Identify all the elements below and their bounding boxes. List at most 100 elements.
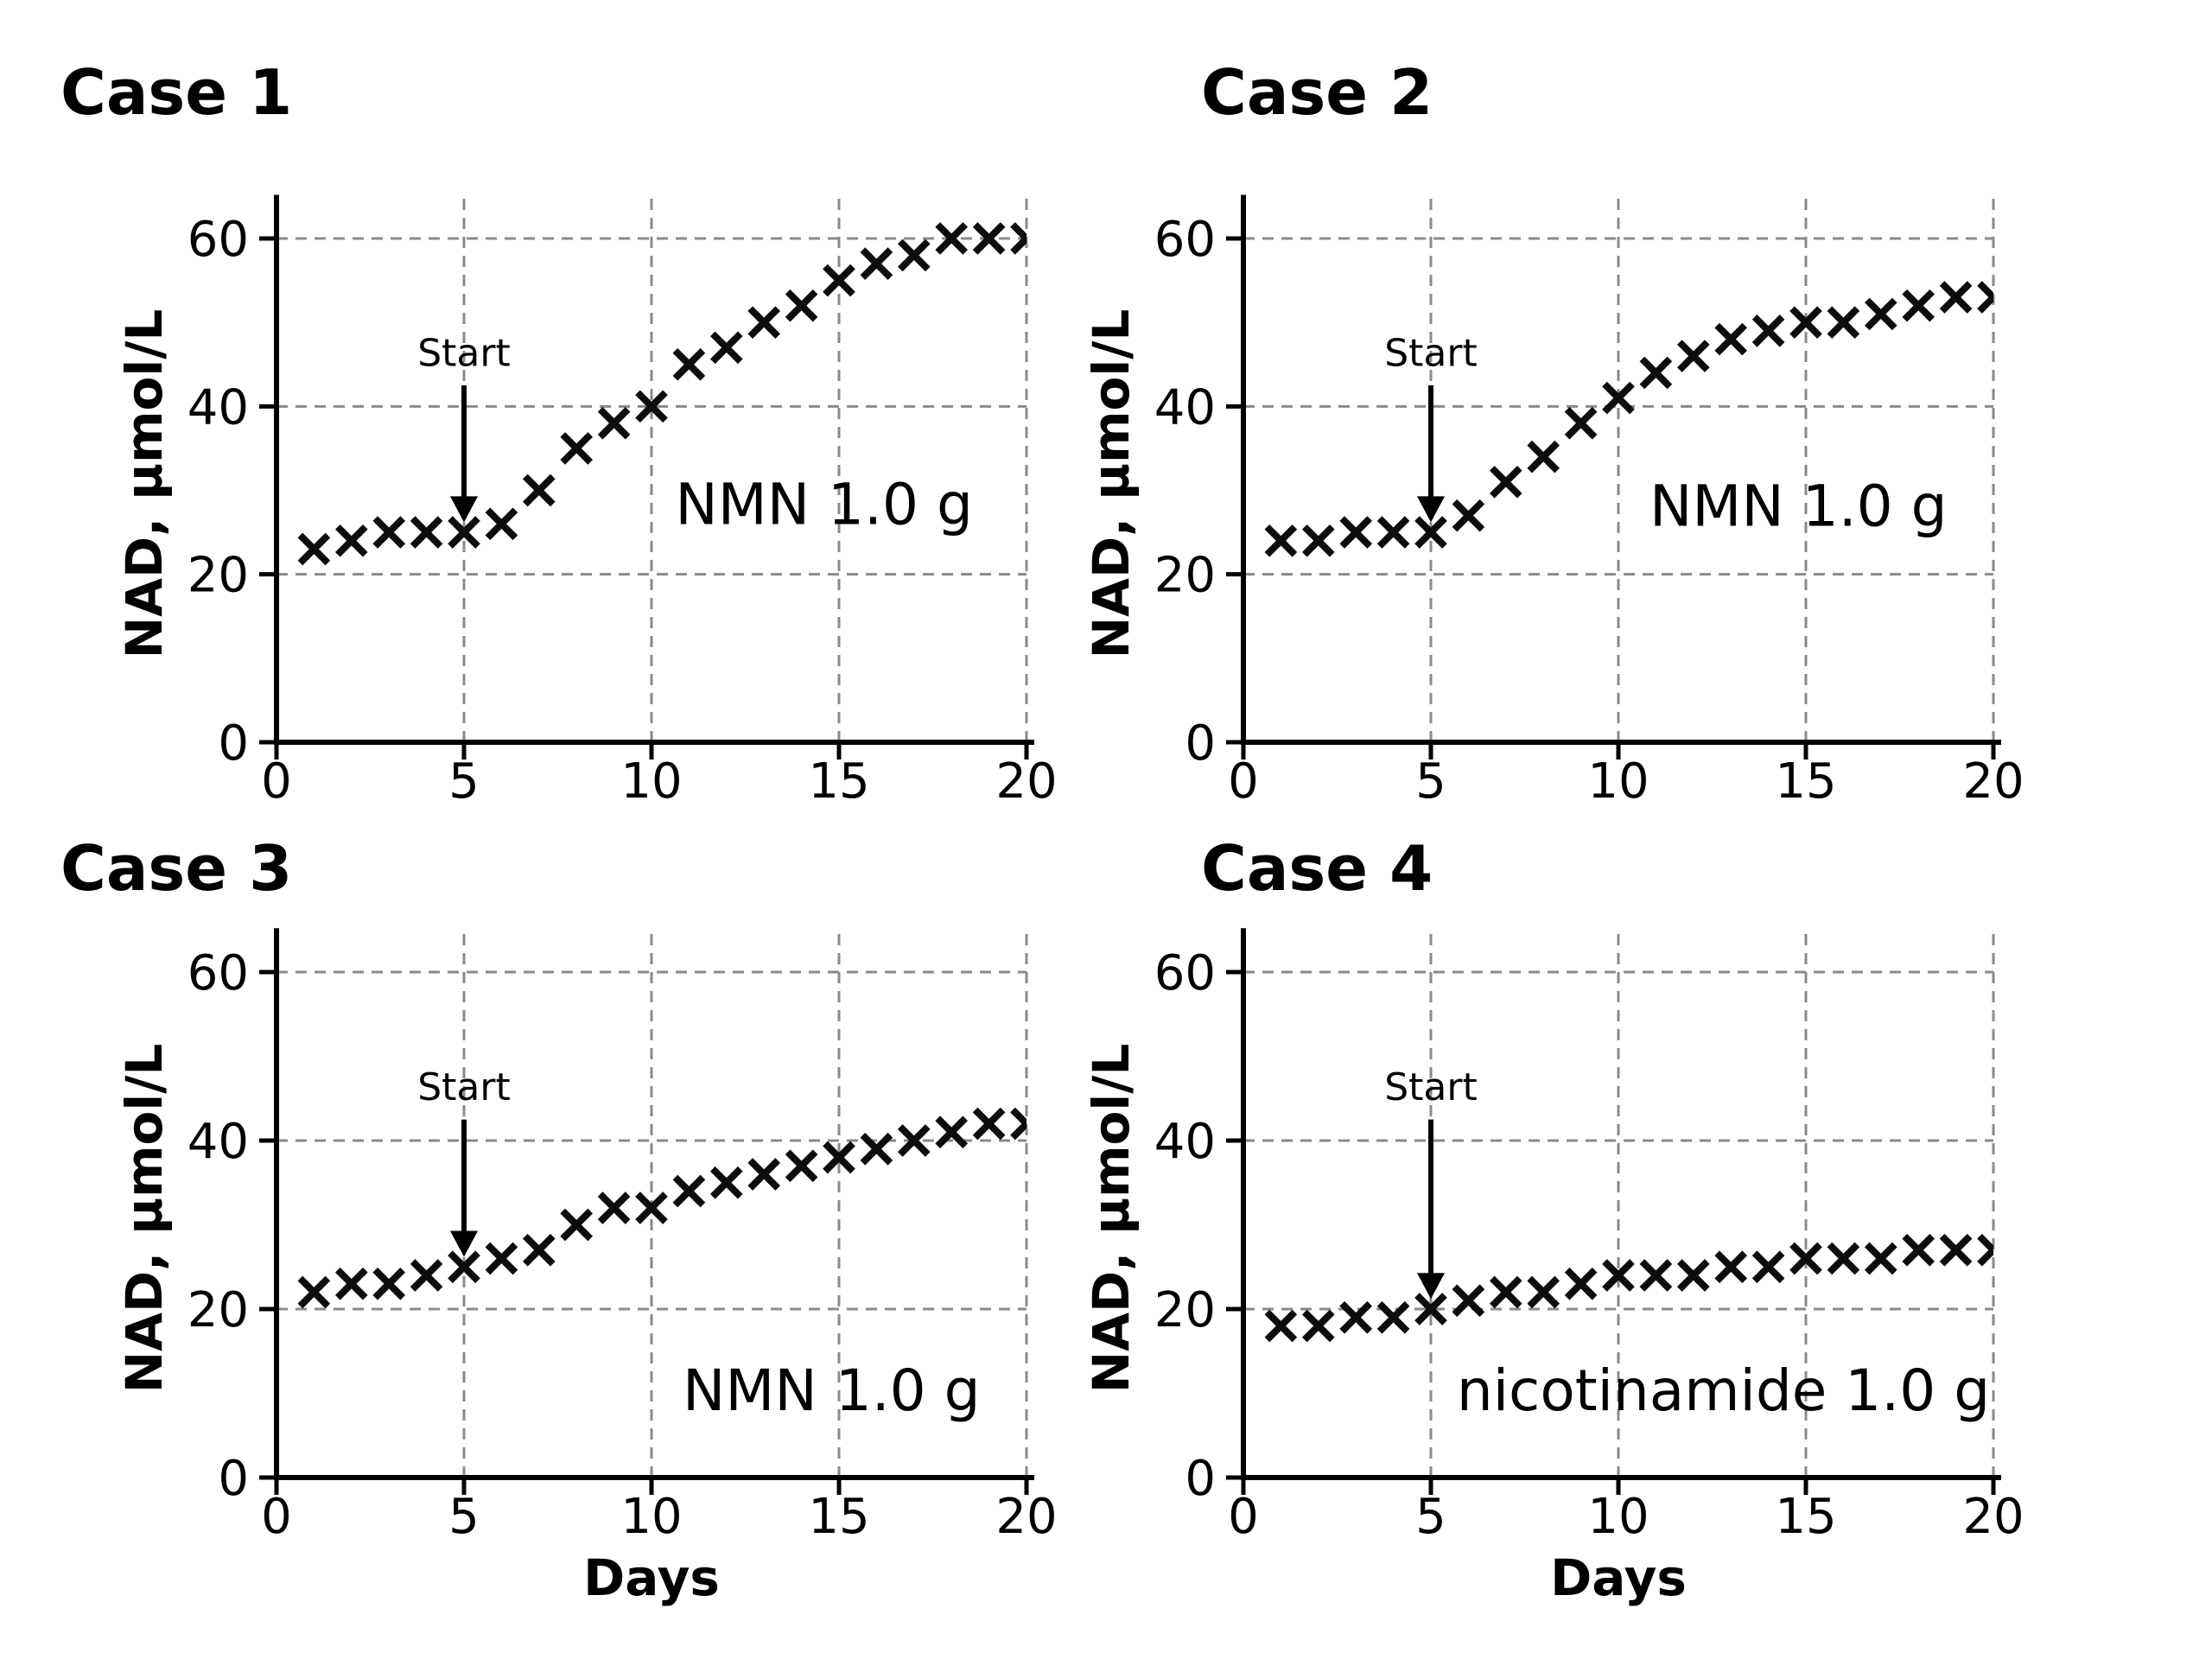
y-tick-label: 40: [188, 1114, 249, 1170]
x-tick-label: 15: [808, 753, 869, 810]
x-tick-label: 20: [995, 1489, 1057, 1545]
marker-x-day-6: [485, 1242, 518, 1275]
axes-spines: [1241, 194, 2001, 745]
gridlines: [276, 194, 1028, 742]
x-tick-label: 0: [1228, 1489, 1259, 1545]
start-arrow-head: [1417, 1273, 1445, 1300]
marker-x-day-12: [1676, 340, 1710, 372]
start-arrow-head: [1417, 496, 1445, 523]
ticks: 0 5 10 15 20 0 20 40 60: [1154, 945, 2024, 1545]
marker-x-day-9: [1564, 406, 1598, 440]
marker-x-day-10: [635, 390, 668, 423]
x-tick-label: 0: [261, 753, 292, 810]
marker-x-day-14: [785, 1149, 818, 1183]
marker-x-day-15: [1789, 306, 1822, 339]
marker-x-day-13: [747, 306, 781, 339]
marker-x-day-20: [1010, 222, 1027, 255]
marker-x-day-11: [1639, 1259, 1673, 1292]
x-tick-label: 5: [1415, 753, 1446, 810]
marker-x-day-1: [1264, 524, 1298, 557]
start-annotation: Start: [1384, 1065, 1478, 1300]
marker-x-day-6: [1452, 499, 1485, 532]
marker-x-day-13: [747, 1158, 781, 1191]
marker-x-day-12: [709, 1166, 743, 1199]
x-tick-label: 15: [1775, 753, 1836, 810]
marker-x-day-8: [560, 1208, 594, 1242]
marker-x-day-18: [1902, 289, 1936, 322]
marker-x-day-20: [1977, 281, 1993, 314]
start-label: Start: [417, 1065, 511, 1109]
marker-x-day-8: [1527, 440, 1560, 474]
marker-x-day-11: [672, 1174, 706, 1208]
marker-x-day-14: [785, 289, 818, 322]
dose-annotation: NMN 1.0 g: [1649, 473, 1948, 539]
marker-x-day-4: [1376, 1300, 1410, 1334]
marker-x-day-17: [1864, 1242, 1897, 1275]
start-annotation: Start: [417, 1065, 511, 1257]
marker-x-day-20: [1010, 1107, 1027, 1141]
marker-x-day-2: [1301, 1309, 1335, 1343]
y-axis-label: NAD, µmol/L: [115, 1044, 174, 1394]
marker-x-day-9: [597, 1192, 631, 1224]
marker-x-day-12: [709, 331, 743, 365]
y-axis-label: NAD, µmol/L: [1082, 309, 1141, 659]
ticks: 0 5 10 15 20 0 20 40 60: [188, 212, 1058, 810]
start-arrow-head: [450, 1230, 478, 1257]
chart-case-3: 0 5 10 15 20 0 20 40 60 Case 3 NAD, µmol/L Days Star…: [60, 832, 1058, 1607]
scatter-markers: [297, 222, 1027, 566]
start-annotation: Start: [1384, 332, 1478, 523]
marker-x-day-4: [1376, 516, 1410, 549]
y-tick-label: 20: [1154, 1282, 1216, 1338]
y-tick-label: 0: [1185, 1451, 1216, 1507]
marker-x-day-3: [372, 1267, 406, 1300]
chart-case-1: 0 5 10 15 20 0 20 40 60 Case 1 NAD, µmol/L Start NMN…: [60, 56, 1058, 810]
marker-x-day-7: [1489, 465, 1522, 499]
x-axis-label: Days: [583, 1548, 720, 1607]
marker-x-day-18: [935, 222, 969, 255]
x-tick-label: 10: [620, 753, 682, 810]
marker-x-day-9: [1564, 1267, 1598, 1300]
y-tick-label: 60: [1154, 945, 1216, 1001]
gridlines: [1243, 194, 1995, 742]
y-tick-label: 20: [1154, 548, 1216, 604]
dose-annotation: nicotinamide 1.0 g: [1457, 1357, 1990, 1424]
marker-x-day-13: [1714, 322, 1748, 356]
marker-x-day-1: [1264, 1309, 1298, 1343]
y-tick-label: 40: [188, 379, 249, 435]
chart-case-2: 0 5 10 15 20 0 20 40 60 Case 2 NAD, µmol/L Start NMN…: [1082, 56, 2024, 810]
x-tick-label: 20: [995, 753, 1057, 810]
axes-spines: [274, 194, 1034, 745]
x-tick-label: 0: [1228, 753, 1259, 810]
chart-title: Case 3: [60, 832, 292, 905]
marker-x-day-5: [1414, 516, 1447, 549]
marker-x-day-5: [448, 516, 480, 549]
scatter-markers: [1264, 1233, 1993, 1343]
marker-x-day-19: [972, 222, 1006, 255]
marker-x-day-3: [1339, 516, 1373, 549]
marker-x-day-17: [897, 238, 931, 272]
marker-x-day-9: [597, 406, 631, 440]
marker-x-day-11: [672, 347, 706, 381]
marker-x-day-4: [410, 1259, 443, 1292]
start-label: Start: [1384, 332, 1478, 376]
marker-x-day-14: [1751, 315, 1785, 347]
x-tick-label: 10: [1587, 753, 1649, 810]
axes-spines: [1241, 928, 2001, 1480]
ticks: 0 5 10 15 20 0 20 40 60: [188, 945, 1058, 1545]
marker-x-day-12: [1676, 1259, 1710, 1292]
marker-x-day-1: [297, 1275, 331, 1309]
marker-x-day-15: [1789, 1242, 1822, 1275]
marker-x-day-16: [860, 247, 893, 280]
chart-title: Case 4: [1201, 832, 1433, 905]
marker-x-day-3: [372, 516, 406, 549]
marker-x-day-6: [1452, 1284, 1485, 1318]
marker-x-day-7: [522, 474, 556, 507]
scatter-markers: [297, 1107, 1027, 1309]
start-label: Start: [1384, 1065, 1478, 1109]
marker-x-day-19: [972, 1107, 1006, 1141]
marker-x-day-15: [823, 1141, 855, 1174]
marker-x-day-8: [560, 432, 594, 465]
marker-x-day-3: [1339, 1300, 1373, 1334]
